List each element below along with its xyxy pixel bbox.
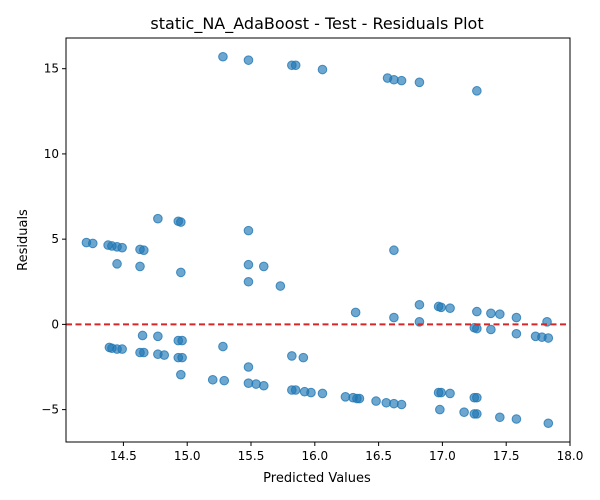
data-point [137,330,148,341]
data-point [218,51,228,62]
data-point [396,75,407,86]
data-point [258,380,269,391]
plot-frame [65,37,571,443]
data-point [117,242,127,253]
data-point [511,312,522,323]
data-point [486,324,496,335]
data-point [435,404,445,415]
data-point [112,259,122,269]
data-point [436,387,446,398]
data-point [177,335,187,346]
data-point [495,309,505,319]
data-point [459,407,469,417]
data-point [317,388,328,399]
data-point [258,261,269,272]
x-tick-label: 17.5 [493,449,520,463]
data-point [511,414,522,424]
data-point [243,259,254,270]
y-tick-label: −5 [41,403,59,417]
data-point [317,64,328,75]
data-point [414,299,425,310]
x-tick-label: 15.5 [238,449,265,463]
y-tick-label: 5 [51,232,59,246]
data-point [472,86,482,96]
data-point [511,328,522,339]
chart-title: static_NA_AdaBoost - Test - Residuals Pl… [150,14,483,34]
data-point [176,217,186,227]
data-point [290,60,301,71]
y-axis-label: Residuals [16,209,31,271]
x-axis: 14.5 15.0 15.5 16.0 16.5 17.0 17.5 18.0 [110,442,583,463]
data-point [495,412,505,423]
data-point [445,388,455,399]
data-point [472,323,482,334]
data-point [135,261,145,272]
y-tick-label: 15 [44,62,59,76]
x-tick-label: 15.0 [174,449,201,463]
data-point [275,281,286,291]
data-point [159,350,170,360]
data-point [543,418,554,429]
data-point [176,369,186,380]
data-point [371,396,381,406]
data-point [350,307,361,318]
data-point [290,385,301,395]
y-tick-label: 10 [44,147,59,161]
x-tick-label: 17.0 [429,449,456,463]
y-axis: −5 0 5 10 15 [41,62,66,417]
plot-area [66,51,570,429]
data-point [472,392,482,403]
data-point [207,374,218,385]
data-point [396,399,407,410]
data-point [243,55,254,65]
data-point [354,393,365,404]
data-point [445,303,455,313]
data-point [153,331,163,342]
data-point [389,312,399,323]
data-point [243,362,254,372]
data-point [306,387,316,398]
data-point [219,375,230,386]
data-point [139,245,149,256]
data-point [436,302,446,313]
data-point [117,344,127,354]
data-point [176,267,186,278]
data-point [472,306,482,317]
x-axis-label: Predicted Values [263,471,371,486]
x-tick-label: 16.5 [365,449,392,463]
x-tick-label: 16.0 [301,449,328,463]
data-point [389,245,399,256]
x-tick-label: 18.0 [557,449,584,463]
data-point [218,341,228,352]
y-tick-label: 0 [51,317,59,331]
data-point [486,308,496,319]
data-point [472,409,482,419]
data-point [243,276,254,287]
data-point [87,238,98,249]
data-point [287,351,297,361]
data-point [298,352,309,363]
data-point [139,347,149,358]
data-point [543,333,554,343]
data-point [177,352,187,363]
data-point [414,77,425,88]
data-point [243,225,254,236]
data-point [251,379,261,389]
x-tick-label: 14.5 [110,449,137,463]
data-point [153,213,163,224]
